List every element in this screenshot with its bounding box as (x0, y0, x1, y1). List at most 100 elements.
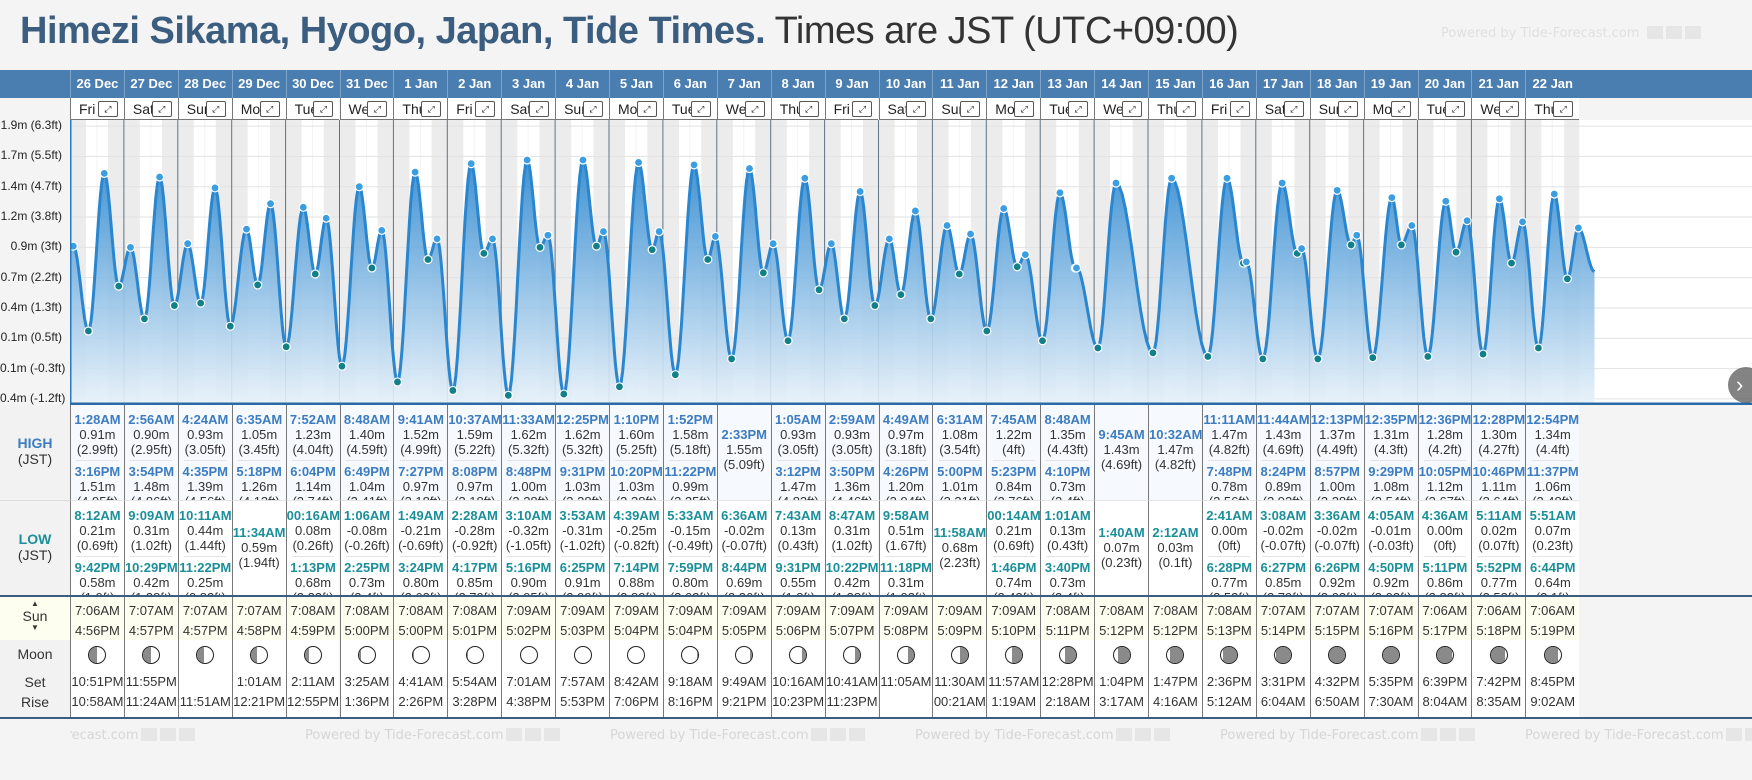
expand-day-icon[interactable]: ⤢ (1553, 101, 1574, 117)
tide-time: 9:31PM (775, 560, 821, 575)
entry-separator (237, 460, 281, 461)
tide-height-m: -0.15m (670, 523, 711, 538)
tide-height-m: 1.05m (241, 427, 278, 442)
moon-cell: 11:55PM 11:24AM (123, 640, 178, 717)
tide-height-ft: (-0.92ft) (451, 538, 498, 553)
sun-times-cell: 7:08AM 5:00PM (339, 597, 394, 640)
tide-height-m: 1.36m (833, 479, 871, 494)
powered-by-watermark: Powered by Tide-Forecast.com (610, 728, 866, 743)
tide-time: 11:22PM (179, 560, 232, 575)
moon-cell: 1:04PM 3:17AM (1094, 640, 1148, 717)
tide-height-m: 0.00m (1426, 523, 1464, 538)
expand-day-icon[interactable]: ⤢ (259, 101, 280, 117)
low-tide-point (1396, 240, 1406, 250)
moon-set-time: 7:42PM (1476, 674, 1522, 689)
expand-day-icon[interactable]: ⤢ (205, 101, 226, 117)
expand-day-icon[interactable]: ⤢ (475, 101, 496, 117)
expand-day-icon[interactable]: ⤢ (744, 101, 765, 117)
next-page-button[interactable]: › (1728, 367, 1752, 403)
expand-day-icon[interactable]: ⤢ (636, 101, 657, 117)
expand-day-icon[interactable]: ⤢ (1229, 101, 1250, 117)
moon-cell: 7:01AM 4:38PM (501, 640, 556, 717)
low-tide-entry: 1:49AM -0.21m (-0.69ft) (394, 508, 447, 553)
y-tick-label: 0.7m (2.2ft) (0, 269, 62, 284)
tide-time: 11:22PM (664, 464, 717, 479)
location-title: Himezi Sikama, Hyogo, Japan, Tide Times. (20, 10, 766, 52)
night-shade (501, 120, 518, 405)
tide-time: 5:16PM (505, 560, 552, 575)
tide-time: 10:11AM (178, 508, 232, 523)
tide-time: 1:28AM (74, 412, 121, 427)
moon-phase-icon (1435, 646, 1454, 664)
tide-height-m: 0.97m (402, 479, 439, 494)
expand-day-icon[interactable]: ⤢ (1499, 101, 1520, 117)
high-tide-point (522, 155, 532, 165)
expand-day-icon[interactable]: ⤢ (1068, 101, 1089, 117)
high-tide-entry: 10:37AM 1.59m (5.22ft) (448, 412, 501, 457)
tide-time: 9:58AM (882, 508, 930, 523)
wave-logo-icon (1646, 26, 1663, 39)
tide-height-ft: (4.99ft) (400, 442, 442, 457)
high-tide-point (1020, 250, 1030, 260)
expand-day-icon[interactable]: ⤢ (1445, 101, 1466, 117)
expand-day-icon[interactable]: ⤢ (852, 101, 873, 117)
low-tide-point (1423, 351, 1433, 362)
moon-phase-icon (357, 646, 376, 664)
expand-day-icon[interactable]: ⤢ (313, 101, 334, 117)
sun-times-cell: 7:06AM 5:19PM (1525, 597, 1580, 640)
tide-time: 3:50PM (829, 464, 875, 479)
expand-day-icon[interactable]: ⤢ (1121, 101, 1142, 117)
expand-day-icon[interactable]: ⤢ (1283, 101, 1304, 117)
expand-day-icon[interactable]: ⤢ (1175, 101, 1196, 117)
expand-day-icon[interactable]: ⤢ (367, 101, 388, 117)
date-cell: 29 Dec (231, 70, 286, 98)
tide-height-m: 0.99m (672, 479, 709, 494)
low-tide-entry: 6:36AM -0.02m (-0.07ft) (718, 508, 771, 553)
expand-day-icon[interactable]: ⤢ (582, 101, 603, 117)
high-tide-point (466, 159, 476, 169)
sunrise-time: 7:08AM (1153, 603, 1198, 618)
weekday-label: Fri (1210, 101, 1228, 117)
entry-separator (1531, 460, 1574, 461)
expand-day-icon[interactable]: ⤢ (421, 101, 442, 117)
low-tide-point (225, 321, 235, 331)
expand-day-icon[interactable]: ⤢ (151, 101, 172, 117)
tide-time: 6:49PM (344, 464, 390, 479)
moon-set-time: 7:01AM (506, 674, 552, 689)
weekday-label: Fri (456, 101, 473, 117)
title-bar: Himezi Sikama, Hyogo, Japan, Tide Times.… (0, 0, 1752, 64)
tide-height-m: 0.31m (133, 523, 170, 538)
tide-time: 5:52PM (1476, 560, 1522, 575)
tide-height-m: -0.21m (400, 523, 442, 538)
tide-height-m: 1.11m (1481, 479, 1517, 494)
low-tide-entry: 9:58AM 0.51m (1.67ft) (880, 508, 933, 553)
high-tide-point (1573, 223, 1583, 233)
expand-day-icon[interactable]: ⤢ (690, 101, 711, 117)
weekday-label: Tue (1049, 101, 1073, 117)
tide-height-m: 1.08m (941, 427, 978, 442)
weekday-label: Sun (941, 101, 967, 117)
expand-day-icon[interactable]: ⤢ (798, 101, 819, 117)
weekday-cell: Sat ⤢ (501, 98, 556, 120)
high-tide-point (942, 220, 952, 231)
entry-separator (345, 556, 389, 557)
expand-day-icon[interactable]: ⤢ (1337, 101, 1358, 117)
moon-cell: 10:51PM 10:58AM (70, 640, 124, 717)
y-tick-label: -0.4m (-1.2ft) (0, 390, 66, 405)
low-tide-point (1037, 336, 1048, 346)
high-tide-point (70, 241, 78, 251)
expand-day-icon[interactable]: ⤢ (97, 101, 118, 117)
chevron-right-icon: › (1736, 372, 1744, 397)
moon-set-time: 11:05AM (880, 674, 932, 689)
high-tide-entry: 11:11AM 1.47m (4.82ft) (1203, 412, 1256, 457)
entry-separator (130, 556, 173, 557)
expand-day-icon[interactable]: ⤢ (1391, 101, 1412, 117)
expand-day-icon[interactable]: ⤢ (529, 101, 550, 117)
expand-day-icon[interactable]: ⤢ (906, 101, 927, 117)
expand-day-icon[interactable]: ⤢ (960, 101, 981, 117)
expand-day-icon[interactable]: ⤢ (1014, 101, 1035, 117)
date-cell: 5 Jan (609, 70, 663, 98)
tide-time: 7:59PM (667, 560, 714, 575)
